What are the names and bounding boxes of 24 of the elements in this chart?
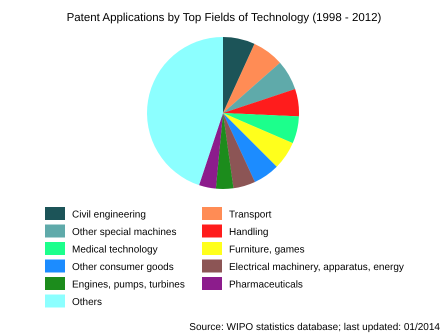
pie-slice [223,113,299,144]
source-note: Source: WIPO statistics database; last updated: 01/2014 [189,322,440,333]
legend-label: Pharmaceuticals [229,280,303,290]
legend-label: Transport [229,210,272,220]
pie-slice [147,37,223,186]
chart-title: Patent Applications by Top Fields of Technology (1998 - 2012) [66,12,382,24]
pie-slice [223,113,255,188]
legend-label: Other special machines [72,227,176,238]
pie-slice [223,44,280,113]
legend-label: Medical technology [72,244,158,256]
pie-slice [199,113,223,189]
legend-label: Engines, pumps, turbines [72,280,185,290]
pie-slice [223,89,299,116]
legend-label: Electrical machinery, apparatus, energy [229,262,404,273]
pie-slice [223,113,277,182]
pie-slice [216,113,234,189]
legend-label: Others [72,297,102,308]
legend-label: Civil engineering [72,210,146,220]
pie-slice [223,62,296,113]
pie-slice [223,113,293,167]
legend-label: Furniture, games [229,244,305,256]
legend-label: Other consumer goods [72,262,174,273]
pie-slice [223,37,254,113]
legend-label: Handling [229,227,268,238]
